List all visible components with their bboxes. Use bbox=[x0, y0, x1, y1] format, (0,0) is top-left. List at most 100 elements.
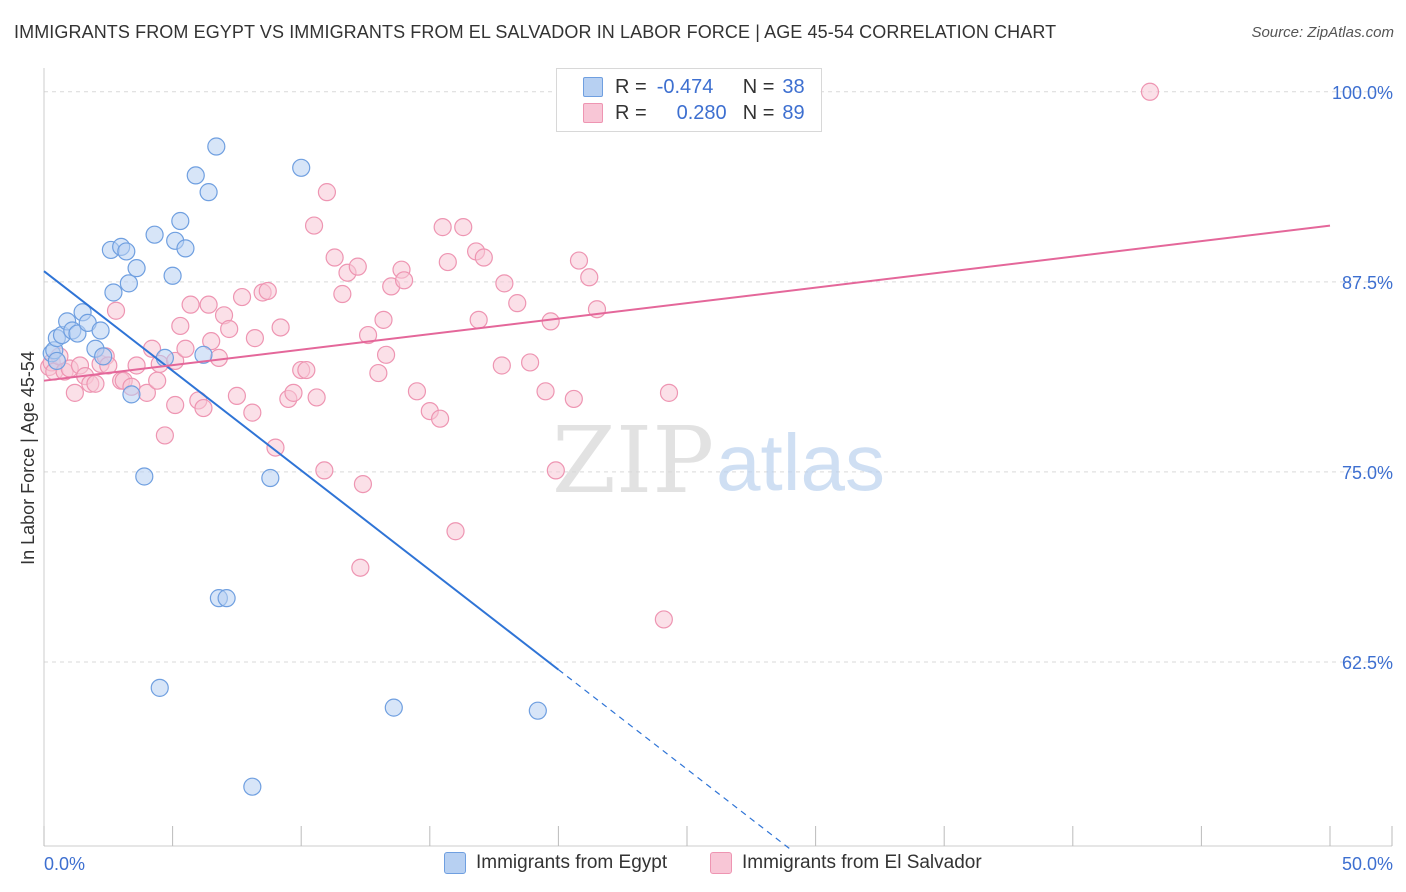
egypt-point bbox=[122, 385, 141, 404]
egypt-point bbox=[186, 166, 205, 185]
salvador-point bbox=[369, 363, 388, 383]
egypt-point bbox=[47, 351, 66, 371]
salvador-point bbox=[333, 284, 352, 304]
egypt-point bbox=[207, 137, 226, 156]
salvador-point bbox=[1140, 82, 1160, 101]
egypt-point bbox=[171, 211, 190, 231]
salvador-point bbox=[438, 252, 457, 272]
salvador-point bbox=[474, 248, 493, 267]
egypt-point bbox=[94, 347, 113, 366]
salvador-point bbox=[199, 295, 218, 314]
salvador-point bbox=[86, 374, 105, 393]
salvador-point bbox=[521, 353, 540, 372]
legend-r-value-salvador: 0.280 bbox=[676, 101, 727, 124]
salvador-point bbox=[348, 257, 367, 276]
salvador-point bbox=[580, 268, 599, 287]
watermark-atlas: atlas bbox=[716, 418, 885, 507]
bottom-legend-egypt: Immigrants from Egypt bbox=[444, 852, 667, 874]
salvador-point bbox=[284, 383, 303, 402]
egypt-point bbox=[163, 266, 182, 285]
egypt-trend-line bbox=[43, 270, 560, 671]
y-axis-title: In Labor Force | Age 45-54 bbox=[18, 351, 38, 565]
egypt-point bbox=[199, 183, 218, 202]
y-tick-label: 62.5% bbox=[1342, 653, 1393, 673]
legend-swatch-salvador bbox=[583, 103, 603, 123]
salvador-point bbox=[127, 356, 146, 375]
salvador-point bbox=[358, 325, 378, 345]
legend-n-label-salvador: N = bbox=[742, 101, 775, 124]
salvador-point bbox=[495, 274, 514, 293]
salvador-point bbox=[454, 218, 473, 237]
egypt-point bbox=[261, 468, 280, 488]
legend-n-label-egypt: N = bbox=[742, 75, 775, 98]
salvador-point bbox=[508, 294, 527, 313]
salvador-point bbox=[297, 360, 316, 380]
egypt-trend-extension bbox=[558, 669, 791, 850]
y-tick-label: 87.5% bbox=[1342, 273, 1393, 293]
y-tick-label: 75.0% bbox=[1342, 463, 1393, 483]
axis-layer bbox=[43, 68, 1393, 847]
grid-layer bbox=[44, 91, 1392, 663]
legend-row-salvador: R = 0.280 N = 89 bbox=[583, 101, 805, 125]
egypt-point bbox=[528, 701, 547, 720]
salvador-point bbox=[258, 281, 277, 301]
points-layer bbox=[40, 82, 1160, 796]
salvador-point bbox=[148, 371, 167, 390]
labels-layer: 62.5% 75.0% 87.5% 100.0% 0.0% 50.0% In Labor F… bbox=[18, 83, 1393, 874]
salvador-point bbox=[220, 319, 239, 339]
legend-r-label-egypt: R = bbox=[615, 75, 647, 98]
y-tick-label: 100.0% bbox=[1332, 83, 1393, 103]
egypt-point bbox=[217, 589, 236, 608]
salvador-point bbox=[307, 388, 326, 407]
salvador-point bbox=[446, 522, 465, 541]
egypt-point bbox=[104, 283, 123, 302]
bottom-legend-swatch-salvador bbox=[710, 852, 732, 874]
bottom-legend-swatch-egypt bbox=[444, 852, 466, 874]
salvador-point bbox=[564, 389, 583, 409]
salvador-point bbox=[166, 395, 185, 415]
salvador-point bbox=[407, 382, 427, 401]
salvador-point bbox=[271, 318, 290, 337]
egypt-point bbox=[150, 678, 169, 697]
legend-r-value-egypt: -0.474 bbox=[656, 75, 714, 98]
salvador-point bbox=[304, 216, 324, 235]
salvador-point bbox=[469, 310, 488, 329]
salvador-point bbox=[171, 316, 190, 336]
salvador-point bbox=[106, 301, 126, 320]
source-label: Source: ZipAtlas.com bbox=[1251, 24, 1394, 41]
salvador-point bbox=[194, 398, 213, 418]
legend-n-value-egypt: 38 bbox=[782, 75, 805, 98]
salvador-point bbox=[325, 248, 344, 267]
legend-row-egypt: R = -0.474 N = 38 bbox=[583, 75, 805, 99]
egypt-point bbox=[135, 467, 154, 486]
egypt-point bbox=[384, 698, 403, 717]
x-tick-label: 0.0% bbox=[44, 854, 85, 874]
salvador-point bbox=[376, 345, 396, 364]
salvador-point bbox=[536, 382, 555, 401]
salvador-point bbox=[433, 218, 452, 237]
salvador-point bbox=[65, 383, 84, 402]
salvador-point bbox=[569, 251, 589, 270]
salvador-point bbox=[659, 383, 679, 402]
egypt-point bbox=[127, 259, 146, 278]
bottom-legend-label-salvador: Immigrants from El Salvador bbox=[742, 852, 982, 873]
bottom-legend-label-egypt: Immigrants from Egypt bbox=[476, 852, 668, 873]
watermark-zip: ZIP bbox=[552, 407, 714, 514]
egypt-point bbox=[176, 239, 195, 258]
salvador-trend-line bbox=[43, 224, 1331, 382]
salvador-point bbox=[654, 610, 673, 629]
salvador-point bbox=[492, 356, 511, 375]
x-tick-label: 50.0% bbox=[1342, 854, 1393, 874]
chart-title: IMMIGRANTS FROM EGYPT VS IMMIGRANTS FROM… bbox=[14, 22, 1057, 42]
salvador-point bbox=[202, 332, 221, 351]
bottom-legend-salvador: Immigrants from El Salvador bbox=[710, 852, 982, 874]
salvador-point bbox=[394, 271, 414, 290]
salvador-point bbox=[232, 287, 252, 307]
egypt-point bbox=[117, 242, 136, 261]
egypt-point bbox=[292, 158, 311, 177]
salvador-point bbox=[243, 403, 262, 422]
salvador-point bbox=[155, 426, 174, 445]
egypt-point bbox=[145, 225, 164, 244]
legend-box: R = -0.474 N = 38 R = 0.280 N = 89 bbox=[556, 68, 822, 132]
